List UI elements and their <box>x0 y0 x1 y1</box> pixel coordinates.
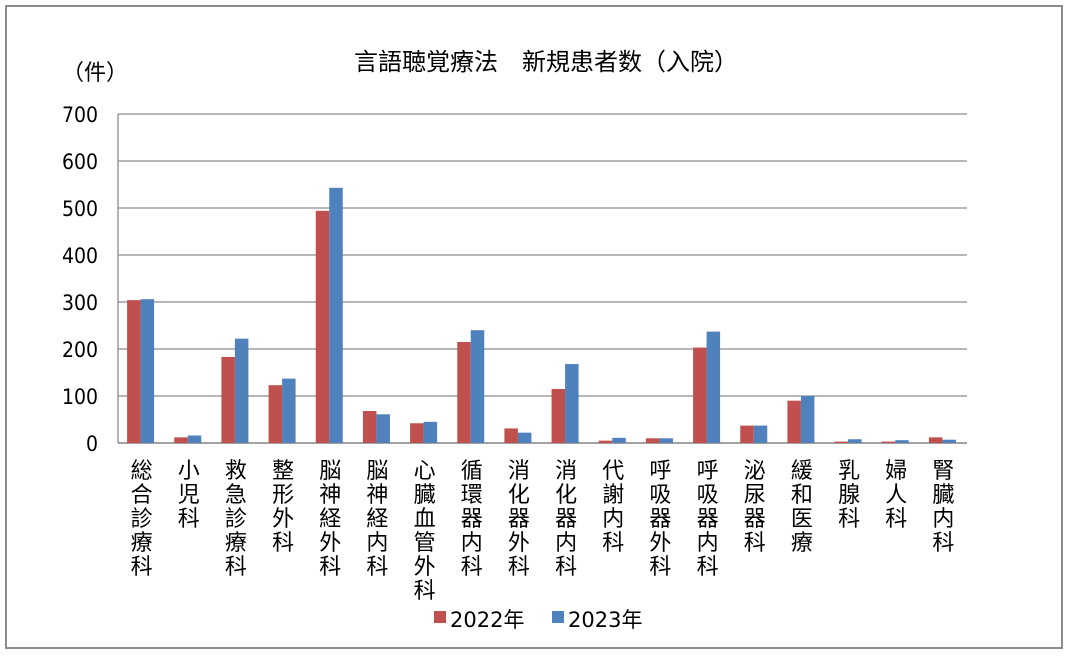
bar-2023年-心臓血管外科 <box>423 421 438 443</box>
y-tick-label: 0 <box>86 432 98 456</box>
bar-2023年-整形外科 <box>282 378 296 443</box>
x-category-label: 心臓血管外科 <box>414 459 436 604</box>
bar-2023年-小児科 <box>187 435 202 443</box>
bar-2023年-脳神経外科 <box>329 187 343 443</box>
x-axis-categories: 総合診療科 小児科 救急診療科 整形外科 脳神経外科 脳神経内科 心臓血管外科 循環器内科 消化… <box>131 459 955 604</box>
bar-2023年-腎臓内科 <box>942 439 956 443</box>
x-category-label: 消化器内科 <box>555 459 577 580</box>
bar-2022年-代謝内科 <box>598 440 613 443</box>
bar-2022年-婦人科 <box>881 441 896 443</box>
bar-2022年-総合診療科 <box>127 300 141 443</box>
bar-2022年-呼吸器内科 <box>693 347 707 443</box>
bar-2022年-消化器内科 <box>551 388 566 443</box>
bar-2023年-乳腺科 <box>848 439 862 443</box>
bar-2022年-乳腺科 <box>834 441 849 443</box>
x-category-label: 脳神経内科 <box>366 459 388 580</box>
bar-2022年-緩和医療 <box>787 400 801 443</box>
bar-2022年-消化器外科 <box>504 428 518 443</box>
x-category-label: 小児科 <box>178 459 200 532</box>
x-category-label: 泌尿器科 <box>744 459 766 556</box>
bar-2023年-循環器内科 <box>470 330 485 443</box>
x-category-label: 乳腺科 <box>838 459 860 532</box>
x-category-label: 婦人科 <box>885 459 907 532</box>
bar-2023年-呼吸器外科 <box>659 438 673 443</box>
bar-2023年-脳神経内科 <box>376 414 390 443</box>
legend-swatch <box>434 611 446 623</box>
legend-label: 2022年 <box>450 608 524 632</box>
x-category-label: 脳神経外科 <box>319 459 341 580</box>
y-tick-label: 500 <box>62 197 98 221</box>
bar-2023年-代謝内科 <box>612 437 626 443</box>
bar-group <box>127 187 956 443</box>
bar-2022年-泌尿器科 <box>740 425 754 443</box>
bar-2022年-循環器内科 <box>457 341 471 443</box>
x-category-label: 循環器内科 <box>461 459 483 580</box>
bar-2022年-小児科 <box>174 437 188 443</box>
bar-2022年-心臓血管外科 <box>410 423 424 443</box>
x-category-label: 呼吸器外科 <box>649 459 671 580</box>
bar-2023年-総合診療科 <box>140 299 155 443</box>
bar-2022年-呼吸器外科 <box>645 438 660 443</box>
y-tick-label: 100 <box>62 385 98 409</box>
y-axis-ticks: 0 100 200 300 400 500 600 700 <box>62 103 98 456</box>
y-tick-label: 600 <box>62 150 98 174</box>
chart-title: 言語聴覚療法 新規患者数（入院） <box>354 48 738 76</box>
y-tick-label: 200 <box>62 338 98 362</box>
y-axis-unit-label: （件） <box>62 61 128 86</box>
bar-2023年-救急診療科 <box>234 338 249 443</box>
chart-frame <box>5 5 1063 649</box>
x-category-label: 呼吸器内科 <box>697 459 719 580</box>
bar-2023年-呼吸器内科 <box>706 331 721 443</box>
bar-2022年-腎臓内科 <box>928 437 943 443</box>
legend-label: 2023年 <box>568 608 642 632</box>
bar-2022年-脳神経外科 <box>315 210 330 443</box>
bar-2022年-脳神経内科 <box>362 411 377 443</box>
gridlines <box>117 113 967 444</box>
y-tick-label: 300 <box>62 291 98 315</box>
bar-2022年-整形外科 <box>268 385 283 443</box>
bar-2023年-婦人科 <box>895 440 909 443</box>
x-category-label: 整形外科 <box>272 459 294 556</box>
x-category-label: 代謝内科 <box>602 459 624 556</box>
bar-2023年-泌尿器科 <box>753 425 768 443</box>
legend: 2022年 2023年 <box>434 608 642 632</box>
y-tick-label: 400 <box>62 244 98 268</box>
x-category-label: 総合診療科 <box>131 459 153 580</box>
bar-2023年-消化器外科 <box>517 432 532 443</box>
x-category-label: 救急診療科 <box>225 459 247 580</box>
bar-2022年-救急診療科 <box>221 356 235 443</box>
bar-2023年-緩和医療 <box>800 396 815 443</box>
legend-swatch <box>552 611 564 623</box>
x-category-label: 腎臓内科 <box>932 459 954 556</box>
x-category-label: 消化器外科 <box>508 459 530 580</box>
bar-2023年-消化器内科 <box>565 364 579 443</box>
y-tick-label: 700 <box>62 103 98 127</box>
x-category-label: 緩和医療 <box>791 459 813 556</box>
